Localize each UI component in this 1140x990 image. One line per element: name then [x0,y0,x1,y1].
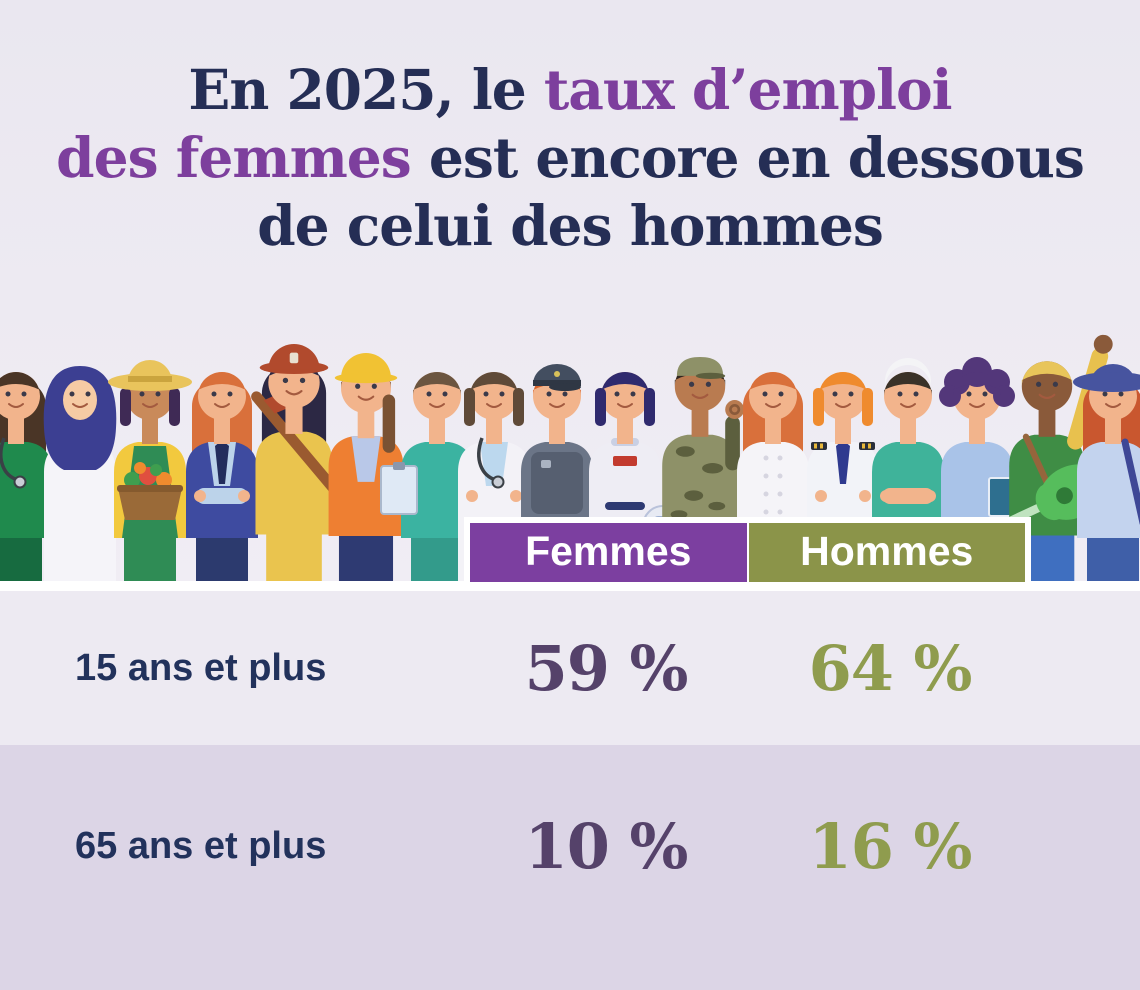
femmes-value: 10 % [524,810,689,883]
title-line-2: des femmes est encore en dessous [56,125,1085,190]
top-section: En 2025, le taux d’emploi des femmes est… [0,0,1140,591]
person-firefighter [251,344,348,584]
title-line-3: de celui des hommes [257,193,884,258]
page-title: En 2025, le taux d’emploi des femmes est… [0,56,1140,260]
legend-hommes-label: Hommes [800,527,974,574]
person-soldier [662,357,745,584]
legend: Femmes Hommes [464,517,1031,588]
hommes-value: 16 % [808,810,973,883]
legend-hommes: Hommes [748,523,1025,582]
age-group-label: 65 ans et plus [75,825,327,867]
workers-illustration [0,334,1140,590]
person-nurse [380,372,473,584]
age-group-label: 15 ans et plus [75,646,327,689]
legend-femmes: Femmes [470,523,747,582]
table-row: 65 ans et plus 10 % 16 % [0,745,1140,990]
person-doctor-hijab [43,366,117,584]
person-gardener [1073,364,1140,584]
table-row: 15 ans et plus 59 % 64 % [0,591,1140,745]
person-farmer [108,360,192,584]
legend-femmes-label: Femmes [525,527,692,574]
person-veterinarian [0,372,52,584]
title-line-1: En 2025, le taux d’emploi [188,57,952,122]
data-table: 15 ans et plus 59 % 64 % 65 ans et plus … [0,591,1140,990]
femmes-value: 59 % [524,631,689,705]
hommes-value: 64 % [808,631,973,705]
person-security-agent [186,372,258,584]
